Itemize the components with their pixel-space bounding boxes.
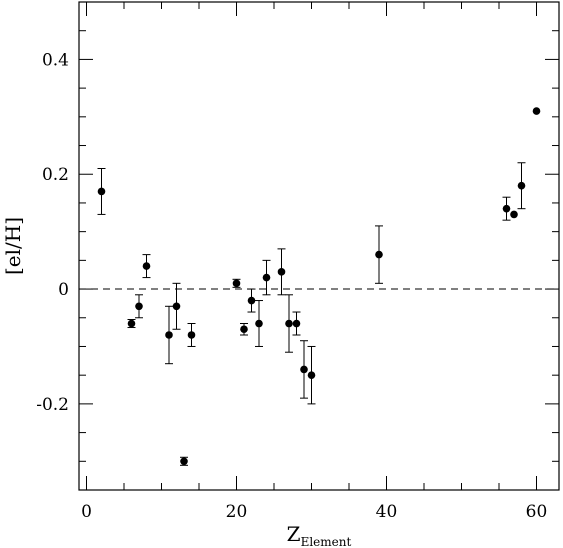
data-point [502,204,511,213]
data-point [262,273,271,282]
x-tick-label: 40 [376,502,398,522]
data-point [232,279,241,288]
data-point [517,181,526,190]
data-point [187,331,196,339]
x-axis-label-subscript: Element [301,535,352,548]
x-axis-label-main: Z [287,522,301,546]
y-axis-label: [el/H] [1,217,25,275]
tick-labels: 0 20 40 60 -0.2 0 0.2 0.4 [36,50,547,522]
data-point [135,302,143,311]
data-point [277,268,286,276]
x-tick-label: 0 [81,502,92,522]
data-point [375,250,383,259]
axis-ticks [79,1,559,491]
y-tick-label: 0.2 [42,165,69,185]
plot-frame [78,1,560,491]
x-axis-label: ZElement [287,522,352,548]
data-point [180,457,188,466]
data-point [127,319,136,328]
data-point [240,325,248,334]
data-point [172,302,181,311]
data-point [510,210,518,219]
data-point [142,262,151,270]
data-point [300,365,308,374]
y-tick-label: 0.4 [42,50,69,70]
x-tick-label: 60 [526,502,548,522]
data-point [165,331,173,339]
y-tick-label: -0.2 [36,395,69,415]
error-bars [97,162,526,466]
data-point [247,296,256,305]
data-point [292,319,301,328]
x-tick-label: 20 [226,502,248,522]
data-points [97,107,541,466]
y-tick-label: 0 [58,280,69,300]
data-point [532,107,541,115]
data-point [307,371,316,379]
data-point [285,319,293,328]
data-point [97,187,106,196]
data-point [255,319,263,328]
